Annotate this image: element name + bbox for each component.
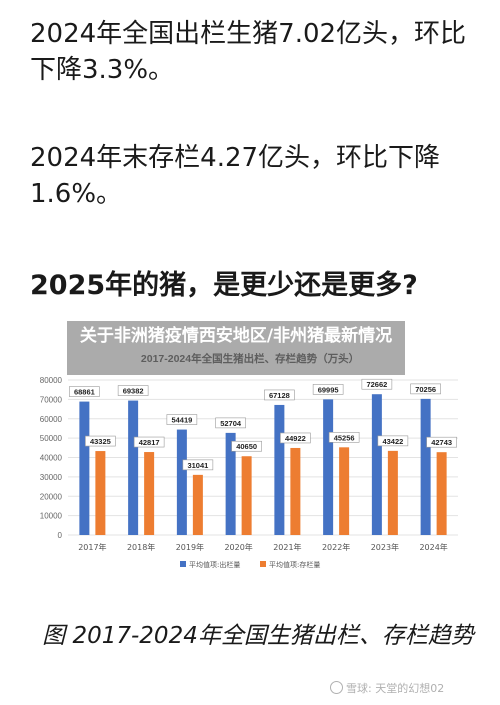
data-label-box <box>328 432 360 443</box>
watermark-text: 雪球: 天堂的幻想02 <box>346 682 445 695</box>
data-label-box <box>426 436 457 448</box>
headline: 2025年的猪，是更少还是更多? <box>30 270 418 301</box>
legend-label: 平均值项:存栏量 <box>269 560 320 569</box>
bar-inventory <box>241 456 252 535</box>
data-label-box <box>215 417 246 429</box>
bar-inventory <box>290 447 301 535</box>
bar-inventory <box>192 474 203 535</box>
data-label-box <box>69 386 100 397</box>
x-tick-label: 2021年 <box>273 542 301 552</box>
y-tick-label: 70000 <box>40 395 63 404</box>
bar-inventory <box>144 452 155 535</box>
y-tick-label: 10000 <box>40 512 63 521</box>
x-tick-label: 2023年 <box>371 542 399 552</box>
bar-output <box>128 400 139 535</box>
data-label: 67128 <box>269 391 290 400</box>
data-label: 54419 <box>171 416 192 425</box>
data-label-box <box>410 383 441 395</box>
data-label-box <box>85 435 116 447</box>
paragraph-output: 2024年全国出栏生猪7.02亿头，环比下降3.3%。 <box>30 19 467 85</box>
data-label: 44922 <box>285 434 306 443</box>
y-tick-label: 30000 <box>40 473 63 482</box>
legend-swatch <box>260 561 266 567</box>
bar-inventory <box>387 450 398 535</box>
data-label-box <box>182 459 214 471</box>
data-label: 43325 <box>90 437 111 446</box>
data-label-box <box>117 385 149 396</box>
y-tick-label: 20000 <box>40 492 63 501</box>
data-label-box <box>377 435 409 447</box>
y-tick-label: 50000 <box>40 434 63 443</box>
data-label-box <box>280 432 311 444</box>
bar-output <box>176 429 187 535</box>
x-tick-label: 2019年 <box>176 542 204 552</box>
bar-output <box>323 399 334 535</box>
snowball-icon <box>330 681 343 694</box>
bar-output <box>420 398 431 535</box>
y-tick-label: 80000 <box>40 376 63 385</box>
bar-inventory <box>95 451 106 535</box>
x-tick-label: 2018年 <box>127 542 155 552</box>
bar-output <box>371 394 382 535</box>
data-label: 72662 <box>366 380 387 389</box>
paragraph-inventory: 2024年末存栏4.27亿头，环比下降1.6%。 <box>30 143 441 209</box>
data-label-box <box>361 378 393 390</box>
data-label-box <box>231 440 262 452</box>
x-tick-label: 2020年 <box>224 542 252 552</box>
data-label: 43422 <box>382 437 403 446</box>
data-label: 69995 <box>318 385 339 394</box>
data-label: 40650 <box>236 442 257 451</box>
bar-output <box>225 432 236 535</box>
figure-caption: 图 2017-2024年全国生猪出栏、存栏趋势 <box>42 623 474 649</box>
bar-output <box>79 401 90 535</box>
overlay-banner[interactable]: 关于非洲猪疫情西安地区/非州猪最新情况 <box>67 321 405 375</box>
data-label-box <box>264 389 295 401</box>
data-label-box <box>312 384 344 395</box>
data-label: 68861 <box>74 388 95 397</box>
bar-inventory <box>436 452 447 535</box>
y-tick-label: 0 <box>58 531 63 540</box>
data-label: 70256 <box>415 385 436 394</box>
legend-label: 平均值项:出栏量 <box>189 560 240 569</box>
data-label: 31041 <box>187 461 208 470</box>
data-label: 42743 <box>431 438 452 447</box>
data-label: 52704 <box>220 419 242 428</box>
data-label-box <box>133 436 165 448</box>
x-tick-label: 2017年 <box>78 542 106 552</box>
legend-swatch <box>180 561 186 567</box>
y-tick-label: 40000 <box>40 454 63 463</box>
y-tick-label: 60000 <box>40 415 63 424</box>
bar-output <box>274 404 285 535</box>
data-label-box <box>166 414 198 425</box>
bar-inventory <box>339 447 350 535</box>
x-tick-label: 2022年 <box>322 542 350 552</box>
bar-chart: 2017-2024年全国生猪出栏、存栏趋势（万头）010000200003000… <box>40 352 458 569</box>
data-label: 42817 <box>139 438 160 447</box>
watermark: 雪球: 天堂的幻想02 <box>330 680 444 696</box>
data-label: 45256 <box>334 433 355 442</box>
x-tick-label: 2024年 <box>419 542 447 552</box>
data-label: 69382 <box>123 387 144 396</box>
